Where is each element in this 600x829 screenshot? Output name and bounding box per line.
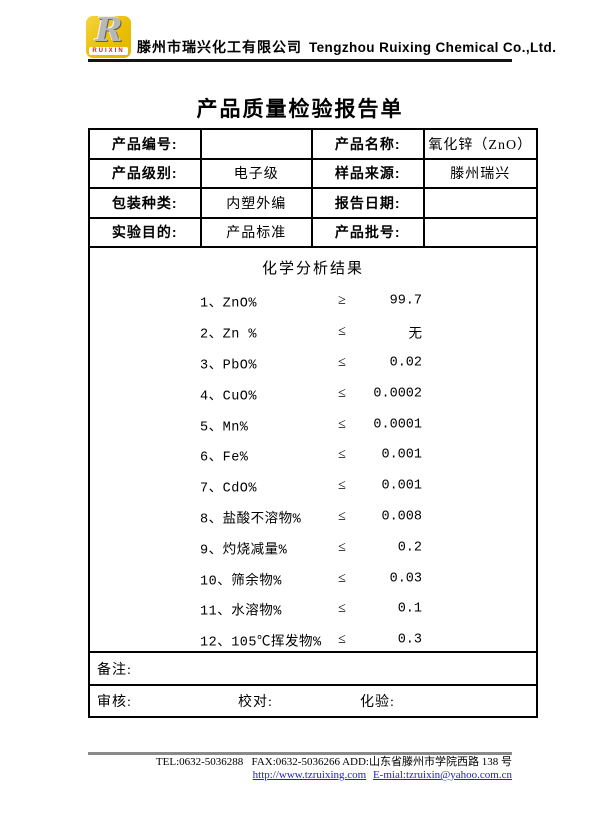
chem-item-operator: ≤ [338,632,346,648]
purpose-value: 产品标准 [201,218,313,248]
assay-label: 化验: [360,695,395,710]
chem-item-label: 2、Zn % [200,327,258,343]
footer-contact: TEL:0632-5036288 FAX:0632-5036266 ADD:山东… [156,756,512,782]
chem-item-row: 2、Zn % ≤ 无 [90,317,536,348]
grade-value: 电子级 [201,159,313,189]
chem-item-value: 0.03 [389,571,422,587]
chem-item-value: 0.0002 [373,386,422,402]
chemical-analysis-rows: 1、ZnO% ≥ 99.7 2、Zn % ≤ 无 3、PbO% ≤ 0.02 4… [90,286,536,656]
company-name-english: Tengzhou Ruixing Chemical Co.,Ltd. [309,40,557,55]
chem-item-operator: ≤ [338,508,346,524]
chem-item-operator: ≤ [338,354,346,370]
grade-label: 产品级别: [90,159,202,189]
chem-item-label: 6、Fe% [200,450,249,466]
chem-item-value: 无 [408,327,423,343]
chem-item-operator: ≤ [338,385,346,401]
chem-item-row: 8、盐酸不溶物% ≤ 0.008 [90,502,536,533]
chem-item-operator: ≤ [338,478,346,494]
chem-item-label: 8、盐酸不溶物% [200,512,302,528]
chem-item-label: 12、105℃挥发物% [200,635,322,651]
info-grid: 产品编号: 产品名称: 氧化锌（ZnO） 产品级别: 电子级 样品来源: 滕州瑞… [90,130,536,248]
footer-links: http://www.tzruixing.com E-mial:tzruixin… [156,769,512,782]
chem-item-operator: ≤ [338,416,346,432]
chem-item-operator: ≤ [338,570,346,586]
chem-item-row: 9、灼烧减量% ≤ 0.2 [90,532,536,563]
remarks-label: 备注: [97,662,132,678]
company-name-line: 滕州市瑞兴化工有限公司 Tengzhou Ruixing Chemical Co.… [137,37,557,57]
page-title: 产品质量检验报告单 [196,98,404,121]
proofread-label: 校对: [238,695,273,710]
chem-item-row: 3、PbO% ≤ 0.02 [90,348,536,379]
chemical-analysis-section: 化学分析结果 1、ZnO% ≥ 99.7 2、Zn % ≤ 无 3、PbO% ≤… [90,248,536,653]
chem-item-row: 1、ZnO% ≥ 99.7 [90,286,536,317]
chem-item-operator: ≤ [338,539,346,555]
chem-item-operator: ≤ [338,601,346,617]
chem-item-value: 0.001 [381,478,422,494]
sample-source-label: 样品来源: [313,159,425,189]
chem-item-label: 5、Mn% [200,420,249,436]
batch-label: 产品批号: [313,218,425,248]
company-logo: R RUIXIN [86,16,131,58]
logo-brand-text: RUIXIN [89,47,128,55]
chem-item-operator: ≥ [338,293,346,309]
chem-item-operator: ≤ [338,447,346,463]
chem-item-label: 1、ZnO% [200,296,258,312]
chem-item-value: 0.02 [389,355,422,371]
chem-item-value: 0.1 [397,601,422,617]
chem-item-value: 0.008 [381,509,422,525]
email-link[interactable]: E-mial:tzruixin@yahoo.com.cn [372,769,512,781]
logo-r-icon: R [95,16,123,49]
product-no-value [201,130,313,160]
chem-item-row: 5、Mn% ≤ 0.0001 [90,409,536,440]
chem-item-row: 6、Fe% ≤ 0.001 [90,440,536,471]
chem-item-label: 10、筛余物% [200,574,282,590]
header-divider [88,59,512,62]
chem-item-label: 3、PbO% [200,358,258,374]
chem-item-value: 0.0001 [373,417,422,433]
chem-item-label: 11、水溶物% [200,604,282,620]
signature-row: 审核: 校对: 化验: [90,686,536,716]
package-value: 内塑外编 [201,189,313,219]
chem-item-value: 99.7 [389,293,422,309]
chem-item-row: 11、水溶物% ≤ 0.1 [90,594,536,625]
chem-item-value: 0.2 [397,540,422,556]
chem-item-row: 7、CdO% ≤ 0.001 [90,471,536,502]
review-label: 审核: [97,695,132,710]
product-name-label: 产品名称: [313,130,425,160]
chemical-analysis-heading: 化学分析结果 [261,261,364,277]
report-date-value [424,189,536,219]
sample-source-value: 滕州瑞兴 [424,160,536,189]
company-name-chinese: 滕州市瑞兴化工有限公司 [137,39,302,55]
chem-item-label: 4、CuO% [200,389,258,405]
chem-item-row: 4、CuO% ≤ 0.0002 [90,378,536,409]
remarks-row: 备注: [90,653,536,686]
chem-item-label: 9、灼烧减量% [200,543,288,559]
chem-item-row: 12、105℃挥发物% ≤ 0.3 [90,625,536,656]
chem-item-row: 10、筛余物% ≤ 0.03 [90,563,536,594]
chem-item-value: 0.001 [381,447,422,463]
report-table: 产品编号: 产品名称: 氧化锌（ZnO） 产品级别: 电子级 样品来源: 滕州瑞… [88,128,538,718]
chem-item-operator: ≤ [338,324,346,340]
footer-divider [88,752,512,755]
report-date-label: 报告日期: [313,189,425,219]
package-label: 包装种类: [90,189,202,219]
chem-item-value: 0.3 [397,632,422,648]
product-no-label: 产品编号: [90,130,202,160]
purpose-label: 实验目的: [90,218,202,248]
footer-contact-line: TEL:0632-5036288 FAX:0632-5036266 ADD:山东… [155,756,512,768]
product-name-value: 氧化锌（ZnO） [424,130,536,160]
website-link[interactable]: http://www.tzruixing.com [252,769,367,781]
batch-value [424,219,536,248]
chem-item-label: 7、CdO% [200,481,258,497]
